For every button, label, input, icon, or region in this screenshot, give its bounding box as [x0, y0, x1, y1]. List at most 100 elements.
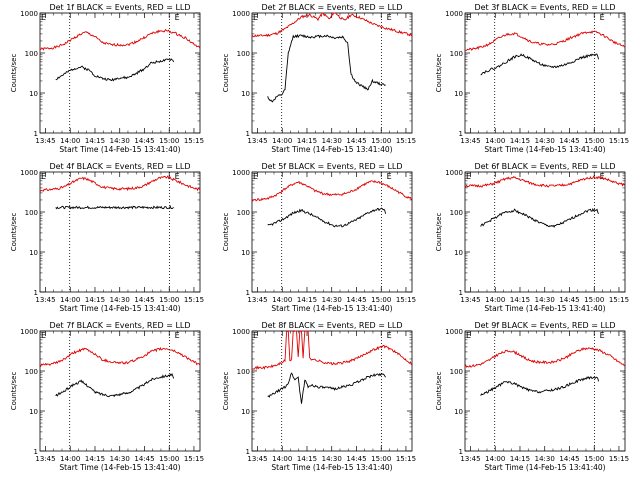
e-marker: E [253, 172, 258, 181]
e-marker: E [387, 13, 392, 22]
x-axis-label: Start Time (14-Feb-15 13:41:40) [484, 463, 605, 472]
x-tick-label: 14:00 [272, 296, 292, 304]
y-tick-label: 10 [29, 249, 38, 257]
x-tick-label: 13:45 [460, 137, 480, 145]
y-tick-label: 10 [29, 408, 38, 416]
x-tick-label: 14:45 [559, 137, 579, 145]
x-tick-label: 14:30 [535, 137, 555, 145]
x-tick-label: 14:15 [297, 455, 317, 463]
x-tick-label: 15:00 [584, 296, 604, 304]
x-tick-label: 15:15 [609, 455, 629, 463]
e-marker: E [466, 172, 471, 181]
panel-4: Det 4f BLACK = Events, RED = LLD 1 10 100 10… [10, 162, 204, 313]
y-tick-label: 1000 [232, 328, 250, 336]
panel-title: Det 7f BLACK = Events, RED = LLD [49, 321, 190, 330]
x-axis-label: Start Time (14-Feb-15 13:41:40) [59, 304, 180, 313]
x-tick-label: 15:15 [396, 296, 416, 304]
y-axis-label: Counts/sec [435, 213, 443, 252]
x-tick-label: 14:15 [510, 296, 530, 304]
lld-series-line [39, 29, 201, 51]
panel-1: Det 1f BLACK = Events, RED = LLD 1 10 100 10… [10, 3, 204, 154]
y-tick-label: 100 [237, 209, 250, 217]
x-tick-label: 14:45 [559, 455, 579, 463]
y-tick-label: 1 [34, 130, 38, 138]
x-tick-label: 14:00 [272, 137, 292, 145]
e-marker: E [175, 331, 180, 340]
y-tick-label: 1000 [20, 10, 38, 18]
y-tick-label: 1 [246, 448, 250, 456]
y-tick-label: 1000 [20, 328, 38, 336]
plot-frame [251, 171, 413, 293]
x-axis-label: Start Time (14-Feb-15 13:41:40) [484, 304, 605, 313]
x-tick-label: 14:45 [346, 296, 366, 304]
x-tick-label: 14:45 [346, 137, 366, 145]
x-tick-label: 14:15 [510, 455, 530, 463]
x-tick-label: 14:00 [60, 455, 80, 463]
x-tick-label: 14:30 [110, 296, 130, 304]
x-tick-label: 14:30 [535, 296, 555, 304]
x-tick-label: 15:00 [159, 137, 179, 145]
lld-series-line [251, 12, 413, 38]
x-tick-label: 14:15 [85, 296, 105, 304]
y-tick-label: 1000 [445, 10, 463, 18]
plot-frame [251, 12, 413, 134]
x-tick-label: 15:15 [184, 455, 204, 463]
lld-series-line [464, 175, 626, 188]
panel-title: Det 6f BLACK = Events, RED = LLD [474, 162, 615, 171]
x-tick-label: 15:15 [609, 137, 629, 145]
x-axis-label: Start Time (14-Feb-15 13:41:40) [271, 463, 392, 472]
x-tick-label: 13:45 [460, 455, 480, 463]
x-tick-label: 14:45 [134, 296, 154, 304]
e-marker: E [41, 13, 46, 22]
x-tick-label: 15:00 [159, 296, 179, 304]
y-tick-label: 100 [450, 368, 463, 376]
e-marker: E [600, 172, 605, 181]
y-axis-label: Counts/sec [10, 213, 18, 252]
y-tick-label: 10 [29, 90, 38, 98]
e-marker: E [253, 13, 258, 22]
panel-3: Det 3f BLACK = Events, RED = LLD 1 10 100 10… [435, 3, 629, 154]
x-tick-label: 14:00 [272, 455, 292, 463]
x-tick-label: 14:30 [322, 296, 342, 304]
y-tick-label: 100 [25, 209, 38, 217]
lld-series-line [251, 330, 413, 371]
lld-series-line [39, 346, 201, 368]
x-tick-label: 15:00 [371, 137, 391, 145]
events-series-line [480, 53, 600, 76]
lld-series-line [251, 180, 413, 202]
x-tick-label: 13:45 [35, 137, 55, 145]
x-tick-label: 14:30 [110, 455, 130, 463]
e-marker: E [175, 13, 180, 22]
y-tick-label: 100 [25, 50, 38, 58]
e-marker: E [387, 331, 392, 340]
x-tick-label: 14:00 [60, 296, 80, 304]
x-tick-label: 13:45 [247, 137, 267, 145]
x-axis-label: Start Time (14-Feb-15 13:41:40) [59, 463, 180, 472]
panel-9: Det 9f BLACK = Events, RED = LLD 1 10 100 10… [435, 321, 629, 472]
y-tick-label: 100 [237, 368, 250, 376]
lld-series-line [39, 175, 201, 192]
panel-6: Det 6f BLACK = Events, RED = LLD 1 10 100 10… [435, 162, 629, 313]
y-tick-label: 10 [241, 249, 250, 257]
y-tick-label: 1 [246, 289, 250, 297]
x-tick-label: 14:00 [485, 455, 505, 463]
x-tick-label: 14:45 [559, 296, 579, 304]
panel-title: Det 3f BLACK = Events, RED = LLD [474, 3, 615, 12]
lld-series-line [464, 347, 626, 368]
events-series-line [55, 373, 175, 398]
y-tick-label: 1000 [445, 328, 463, 336]
plot-frame [464, 12, 626, 134]
y-tick-label: 1000 [20, 169, 38, 177]
x-tick-label: 14:15 [85, 137, 105, 145]
x-tick-label: 13:45 [460, 296, 480, 304]
x-tick-label: 14:15 [297, 296, 317, 304]
y-axis-label: Counts/sec [222, 213, 230, 252]
x-tick-label: 14:30 [322, 137, 342, 145]
y-tick-label: 1 [459, 130, 463, 138]
x-tick-label: 14:45 [346, 455, 366, 463]
x-tick-label: 13:45 [35, 455, 55, 463]
x-tick-label: 15:15 [396, 455, 416, 463]
x-tick-label: 14:30 [110, 137, 130, 145]
y-tick-label: 10 [241, 90, 250, 98]
